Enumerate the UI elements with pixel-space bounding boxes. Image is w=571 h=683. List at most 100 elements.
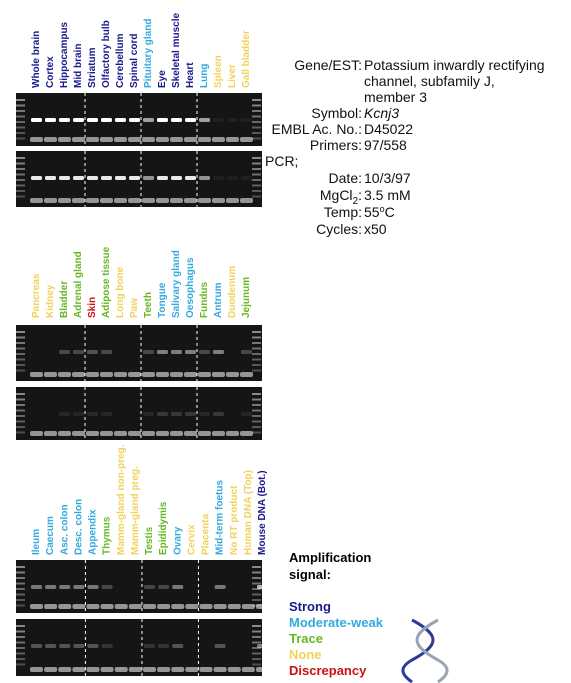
lane-label: Mid-term foetus [215, 480, 226, 555]
primer-band [142, 198, 155, 203]
product-band [171, 118, 182, 122]
dna-icon [401, 618, 449, 683]
primer-band [213, 667, 227, 672]
ladder-band [252, 398, 261, 401]
ladder-band [16, 566, 25, 568]
product-band [185, 176, 196, 180]
primer-band [128, 198, 141, 203]
info-value: channel, subfamily J, [364, 73, 495, 89]
product-band [101, 644, 113, 648]
primer-band [128, 667, 142, 672]
ladder-band [16, 599, 25, 601]
product-band [45, 176, 56, 180]
ladder-band [16, 658, 25, 660]
lane-label: Antrum [213, 282, 224, 318]
legend-item: Strong [289, 599, 331, 614]
ladder-band [252, 364, 261, 366]
product-band [45, 644, 57, 648]
product-band [214, 644, 226, 648]
info-block: Gene/EST: Potassium inwardly rectifying … [265, 57, 545, 237]
primer-band [184, 198, 197, 203]
gel [16, 151, 262, 207]
primer-band [30, 372, 43, 377]
primer-band [170, 137, 183, 142]
primer-band [128, 431, 141, 436]
ladder-band [252, 582, 261, 585]
product-band [59, 350, 70, 354]
lane-label: Testis [144, 526, 155, 555]
ladder-band [16, 132, 25, 134]
primer-band [157, 604, 171, 609]
ladder-band [252, 599, 261, 601]
product-band [31, 644, 42, 648]
product-band [157, 412, 168, 416]
primer-band [256, 604, 269, 609]
lane-label: Caecum [45, 516, 56, 555]
primer-band [170, 198, 183, 203]
product-band [185, 118, 196, 122]
primer-band [171, 604, 185, 609]
ladder-band [252, 358, 261, 361]
lane-label: Skin [87, 297, 98, 318]
ladder-band [16, 426, 25, 428]
legend-title: Amplification [289, 550, 371, 565]
primer-band [184, 431, 197, 436]
lane-label: Lung [199, 64, 210, 88]
primer-band [170, 431, 183, 436]
lane-label: Epididymis [158, 501, 169, 555]
ladder-band [252, 420, 261, 423]
primer-band [30, 137, 43, 142]
product-band [31, 585, 42, 589]
ladder-band [252, 577, 261, 579]
lane-label: Cerebellum [115, 33, 126, 88]
info-value: 3.5 mM [364, 187, 411, 203]
lane-label: Eye [157, 70, 168, 88]
ladder-band [252, 641, 261, 644]
product-band [241, 176, 252, 180]
legend-item: Moderate-weak [289, 615, 384, 630]
primer-band [156, 372, 169, 377]
ladder-band [252, 336, 261, 339]
product-band [213, 350, 224, 354]
product-band [213, 118, 224, 122]
primer-band [226, 431, 239, 436]
ladder-band [252, 571, 261, 574]
ladder-band [252, 630, 261, 633]
ladder-band [252, 658, 261, 660]
primer-band [58, 198, 71, 203]
ladder-band [16, 126, 25, 129]
lane-label: Spinal cord [129, 34, 140, 88]
ladder-band [16, 630, 25, 633]
lane-label: Spleen [213, 55, 224, 88]
lane-label: Whole brain [31, 31, 42, 88]
legend-item: Trace [289, 631, 323, 646]
primer-band [72, 431, 85, 436]
info-value: member 3 [364, 89, 427, 105]
ladder-band [252, 190, 261, 192]
ladder-band [252, 415, 261, 417]
lane-label: Tongue [157, 282, 168, 318]
product-band [87, 585, 99, 589]
lane-label: Salivary gland [171, 250, 182, 318]
ladder-band [252, 588, 261, 590]
ladder-band [16, 409, 25, 412]
ladder-band [16, 393, 25, 395]
ladder-band [252, 132, 261, 134]
lane-label: Fundus [199, 281, 210, 318]
lane-label: Mamm-gland preg. [130, 466, 141, 555]
product-band [214, 585, 226, 589]
product-band [73, 118, 84, 122]
product-band [59, 176, 70, 180]
product-band [171, 350, 182, 354]
lane-label: Adipose tissue [101, 246, 112, 318]
product-band [199, 176, 210, 180]
ladder-band [16, 173, 25, 176]
primer-band [114, 604, 128, 609]
product-band [213, 176, 224, 180]
ladder-band [252, 342, 261, 344]
info-value: 97/558 [364, 137, 407, 153]
legend-item: None [289, 647, 322, 662]
info-label: Date: [329, 170, 362, 186]
product-band [199, 350, 210, 354]
primer-band [240, 198, 253, 203]
